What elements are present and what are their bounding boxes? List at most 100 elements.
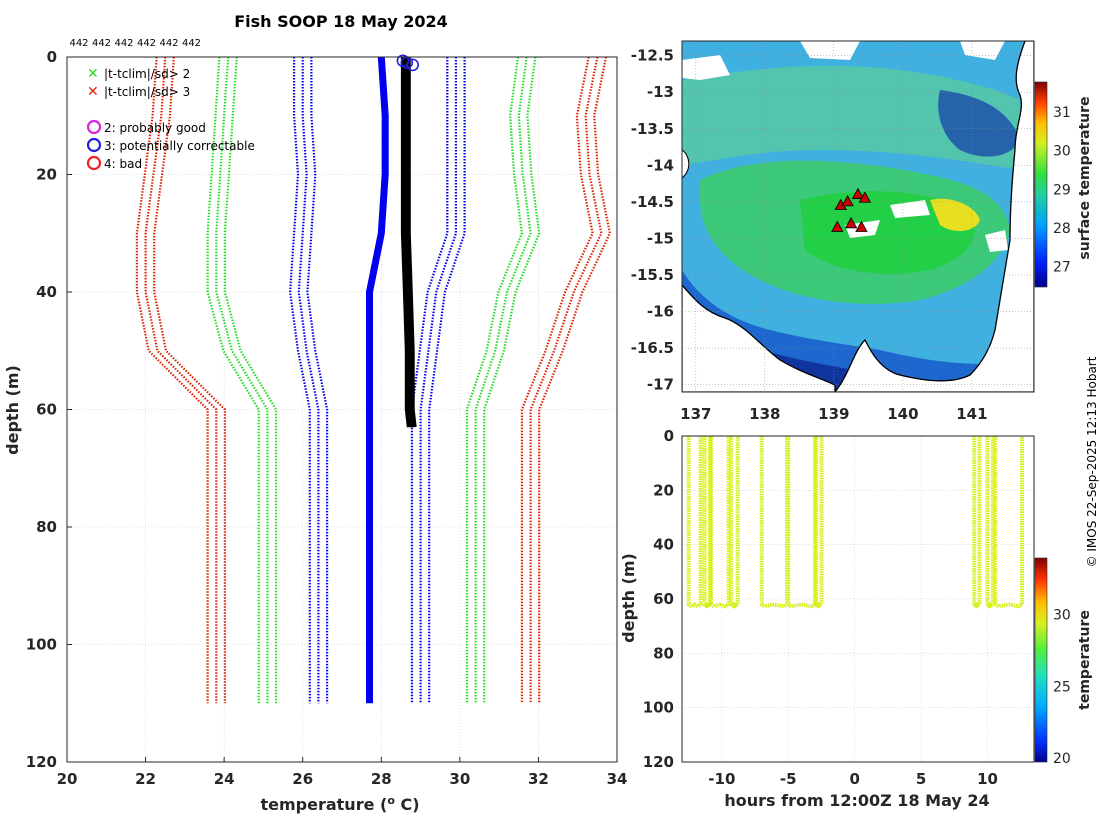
legend-sd3-label: |t-tclim|/sd> 3	[104, 85, 190, 99]
series-line	[223, 56, 278, 704]
colorbar-tick-label: 31	[1053, 105, 1071, 121]
qc-flag-label: 442	[114, 38, 133, 49]
legend-flag3-label: 3: potentially correctable	[104, 139, 255, 153]
qc-flag-row: 442 442 442 442 442 442	[69, 38, 201, 49]
series-line	[428, 57, 466, 704]
qc-flag-label: 442	[69, 38, 88, 49]
time-depth-colorbar-ticks: 20 25 30	[1053, 607, 1071, 767]
colorbar-tick-label: 28	[1053, 221, 1071, 237]
x-tick-label: 141	[956, 405, 987, 423]
sst-field	[682, 41, 1034, 392]
y-tick-label: -14	[647, 156, 674, 174]
series-line	[529, 56, 603, 704]
cast-track	[993, 436, 1025, 609]
series-line	[366, 56, 389, 704]
time-depth-casts	[686, 436, 1025, 609]
x-tick-label: -5	[780, 770, 797, 788]
time-depth-xlabel: hours from 12:00Z 18 May 24	[724, 791, 989, 810]
time-depth-colorbar	[1034, 557, 1048, 763]
station-marker	[831, 220, 844, 232]
series-line	[288, 57, 311, 704]
x-tick-label: 137	[680, 405, 711, 423]
station-marker	[851, 187, 865, 199]
series-line	[306, 57, 329, 704]
cast-track	[686, 436, 703, 609]
station-marker	[855, 220, 868, 232]
y-tick-label: -16.5	[631, 339, 674, 357]
legend: ✕ |t-tclim|/sd> 2 ✕ |t-tclim|/sd> 3 2: p…	[86, 66, 255, 171]
profile-series	[135, 56, 612, 704]
x-tick-label: 10	[977, 770, 998, 788]
legend-flag3-marker	[86, 137, 102, 153]
y-tick-label: 100	[643, 699, 674, 717]
x-tick-label: 138	[749, 405, 780, 423]
chart-title: Fish SOOP 18 May 2024	[234, 12, 448, 31]
colorbar-tick-label: 25	[1053, 679, 1071, 695]
legend-flag4-label: 4: bad	[104, 157, 142, 171]
x-tick-label: 5	[916, 770, 926, 788]
credit-text: © IMOS 22-Sep-2025 12:13 Hobart	[1085, 356, 1099, 567]
qc-flag-label: 442	[159, 38, 178, 49]
y-tick-label: 60	[653, 590, 674, 608]
cast-track	[814, 436, 824, 609]
series-line	[153, 56, 226, 704]
y-tick-label: -13.5	[631, 120, 674, 138]
station-marker	[841, 195, 854, 207]
qc-flag-label: 442	[137, 38, 156, 49]
legend-flag2-label: 2: probably good	[104, 121, 206, 135]
cast-track	[729, 436, 740, 609]
y-tick-label: 120	[26, 753, 57, 771]
y-tick-label: -13	[647, 83, 674, 101]
colorbar-tick-label: 30	[1053, 607, 1071, 623]
qc-flag-label: 442	[92, 38, 111, 49]
x-tick-label: 140	[887, 405, 918, 423]
x-tick-label: 0	[849, 770, 859, 788]
series-line	[410, 57, 449, 704]
y-tick-label: 0	[664, 427, 674, 445]
map-colorbar	[1034, 81, 1048, 288]
y-tick-label: -15	[647, 229, 674, 247]
y-tick-label: 20	[36, 166, 57, 184]
series-line	[135, 56, 209, 704]
cast-track	[985, 436, 995, 609]
profile-xlabel: temperature (o C)	[260, 794, 419, 815]
station-marker	[844, 216, 858, 229]
series-line	[483, 56, 541, 704]
series-line	[206, 56, 260, 704]
y-tick-label: 60	[36, 401, 57, 419]
map-colorbar-ticks: 27 28 29 30 31	[1053, 105, 1071, 276]
y-tick-label: -17	[647, 376, 674, 394]
y-tick-label: -15.5	[631, 266, 674, 284]
y-tick-label: 120	[643, 753, 674, 771]
x-tick-label: 28	[371, 770, 392, 788]
series-line	[406, 57, 417, 428]
x-tick-label: 20	[57, 770, 78, 788]
series-line	[520, 56, 594, 704]
flag-marker	[406, 58, 420, 72]
profile-ylabel: depth (m)	[3, 365, 22, 455]
profile-plot-area	[67, 57, 617, 762]
colorbar-tick-label: 29	[1053, 182, 1071, 198]
series-line	[297, 57, 320, 704]
x-tick-label: 22	[135, 770, 156, 788]
legend-sd3-marker: ✕	[87, 84, 99, 100]
legend-flag2-marker	[86, 119, 102, 135]
y-tick-label: 0	[47, 48, 57, 66]
x-tick-label: 24	[214, 770, 235, 788]
x-tick-label: 32	[528, 770, 549, 788]
x-tick-label: 34	[607, 770, 628, 788]
map-colorbar-label: surface temperature	[1077, 96, 1093, 259]
legend-sd2-marker: ✕	[87, 66, 99, 82]
y-tick-label: -14.5	[631, 193, 674, 211]
series-line	[215, 56, 269, 704]
y-tick-label: -16	[647, 303, 674, 321]
map-axes-box	[681, 40, 1035, 393]
series-line	[144, 56, 218, 704]
cast-track	[702, 436, 712, 609]
cast-track	[972, 436, 982, 609]
series-line	[474, 56, 532, 704]
colorbar-tick-label: 30	[1053, 144, 1071, 160]
